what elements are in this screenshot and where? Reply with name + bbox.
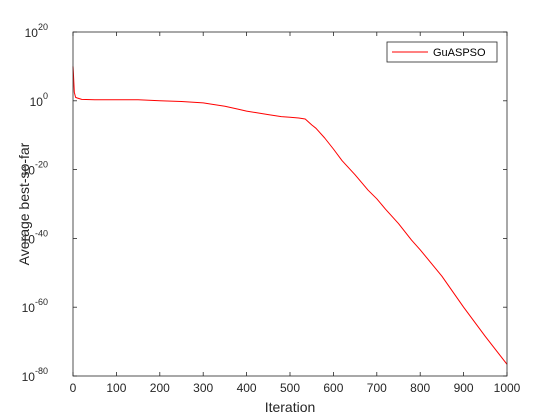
series-line-guaspso	[72, 66, 508, 365]
y-tick-label: 10-60	[22, 297, 48, 315]
legend: GuASPSO	[386, 41, 498, 63]
series-layer	[72, 66, 508, 365]
x-tick-label: 700	[367, 381, 387, 395]
plot-area	[73, 32, 507, 376]
x-axis-label: Iteration	[265, 399, 316, 415]
tick-labels: 0 100 200 300 400 500 600 700 800 900 1000 1020 100 1…	[22, 22, 521, 395]
x-tick-label: 900	[454, 381, 474, 395]
y-tick-label: 1020	[25, 22, 48, 40]
y-tick-label: 100	[30, 91, 48, 109]
x-tick-label: 0	[70, 381, 77, 395]
x-tick-label: 800	[410, 381, 430, 395]
x-tick-label: 400	[237, 381, 257, 395]
x-tick-label: 200	[150, 381, 170, 395]
x-tick-label: 1000	[494, 381, 521, 395]
legend-label-guaspso: GuASPSO	[433, 47, 486, 59]
x-tick-label: 300	[193, 381, 213, 395]
plot-frame	[72, 31, 508, 377]
x-tick-label: 500	[280, 381, 300, 395]
legend-box	[386, 41, 498, 63]
y-tick-label: 10-80	[22, 366, 48, 384]
x-tick-label: 100	[106, 381, 126, 395]
x-tick-label: 600	[323, 381, 343, 395]
y-axis-label: Average best-so-far	[16, 142, 32, 265]
